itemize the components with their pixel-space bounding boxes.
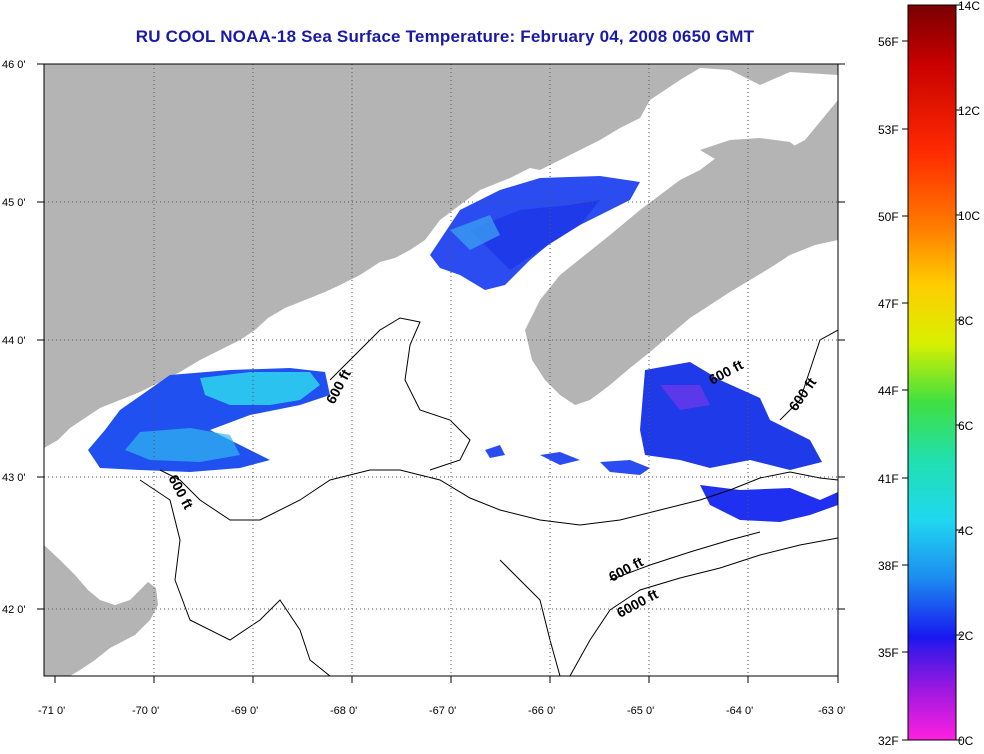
lon-label: -63 0' bbox=[818, 705, 845, 717]
depth-contours bbox=[139, 317, 838, 676]
lat-label: 44 0' bbox=[2, 335, 26, 347]
colorbar-celsius-label: 4C bbox=[958, 524, 974, 538]
colorbar-celsius-label: 6C bbox=[958, 419, 974, 433]
colorbar-celsius-label: 8C bbox=[958, 314, 974, 328]
colorbar-celsius-label: 12C bbox=[958, 104, 980, 118]
land-nova-scotia bbox=[525, 100, 838, 405]
lon-label: -70 0' bbox=[132, 705, 159, 717]
colorbar-celsius-label: 0C bbox=[958, 734, 974, 748]
axis-ticks bbox=[37, 63, 845, 683]
land-pei bbox=[700, 138, 800, 162]
lon-label: -68 0' bbox=[330, 705, 357, 717]
colorbar-fahrenheit-label: 50F bbox=[878, 210, 899, 224]
lon-label: -71 0' bbox=[38, 705, 65, 717]
colorbar-fahrenheit-label: 47F bbox=[878, 297, 899, 311]
colorbar-fahrenheit-label: 44F bbox=[878, 384, 899, 398]
colorbar bbox=[907, 4, 957, 741]
lon-label: -64 0' bbox=[726, 705, 753, 717]
lon-label: -67 0' bbox=[429, 705, 456, 717]
map-title: RU COOL NOAA-18 Sea Surface Temperature:… bbox=[135, 27, 755, 46]
map-frame bbox=[43, 63, 839, 677]
lon-label: -69 0' bbox=[231, 705, 258, 717]
land-maine-newbrunswick bbox=[44, 64, 838, 448]
map-grid bbox=[44, 64, 838, 676]
colorbar-celsius-label: 14C bbox=[958, 0, 980, 13]
lat-label: 42 0' bbox=[2, 604, 26, 616]
colorbar-fahrenheit-label: 35F bbox=[878, 646, 899, 660]
lat-label: 45 0' bbox=[2, 197, 26, 209]
colorbar-fahrenheit-label: 32F bbox=[878, 734, 899, 748]
colorbar-fahrenheit-label: 41F bbox=[878, 472, 899, 486]
lon-label: -66 0' bbox=[528, 705, 555, 717]
colorbar-fahrenheit-label: 53F bbox=[878, 123, 899, 137]
lon-label: -65 0' bbox=[627, 705, 654, 717]
colorbar-fahrenheit-label: 38F bbox=[878, 559, 899, 573]
sst-data bbox=[88, 176, 838, 522]
land-massachusetts bbox=[44, 545, 158, 676]
colorbar-ticks bbox=[902, 4, 962, 741]
lat-label: 43 0' bbox=[2, 472, 26, 484]
lat-label: 46 0' bbox=[2, 59, 26, 71]
colorbar-celsius-label: 10C bbox=[958, 209, 980, 223]
colorbar-fahrenheit-label: 56F bbox=[878, 35, 899, 49]
colorbar-celsius-label: 2C bbox=[958, 629, 974, 643]
